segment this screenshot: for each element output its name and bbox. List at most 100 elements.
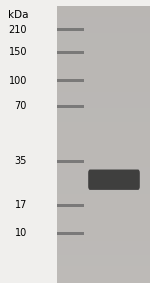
Bar [57,67,150,69]
Bar [57,244,150,247]
Bar [57,20,150,22]
Bar [57,230,150,233]
Bar [57,280,150,283]
Bar [57,83,150,86]
Bar [57,31,150,33]
Bar [57,216,150,219]
Text: 100: 100 [9,76,27,86]
Bar [57,51,84,54]
Bar [57,42,150,44]
Bar [57,277,150,280]
Bar [57,153,150,155]
Text: 17: 17 [15,200,27,210]
Bar [57,166,150,169]
Bar [57,228,150,230]
Bar [57,222,150,225]
Bar [57,155,150,158]
Bar [57,158,150,161]
Bar [57,14,150,17]
Bar [57,236,150,239]
Bar [57,11,150,14]
Bar [57,36,150,39]
Bar [57,258,150,261]
Bar [57,175,150,178]
Bar [57,33,150,36]
Bar [57,114,150,117]
Bar [57,95,150,97]
Bar [57,53,150,55]
Bar [57,205,150,208]
Bar [57,39,150,42]
Bar [57,252,150,255]
Bar [57,72,150,75]
FancyBboxPatch shape [88,170,140,190]
Bar [57,144,150,147]
Bar [57,119,150,122]
Bar [57,69,150,72]
Bar [57,147,150,150]
Bar [57,92,150,95]
Bar [57,192,150,194]
Bar [57,189,150,192]
Bar [57,233,150,236]
Bar [57,250,150,252]
Bar [57,194,150,197]
Bar [57,204,84,207]
Bar [57,136,150,139]
Bar [57,275,150,277]
Bar [57,261,150,263]
Bar [57,169,150,172]
Bar [57,133,150,136]
Text: 210: 210 [9,25,27,35]
Bar [57,55,150,58]
Text: 70: 70 [15,101,27,111]
Bar [57,44,150,47]
Bar [57,266,150,269]
Bar [57,6,150,283]
Bar [57,117,150,119]
Bar [57,78,150,81]
Bar [57,50,150,53]
Bar [57,197,150,200]
Bar [57,161,150,164]
Bar [57,203,150,205]
Bar [57,28,150,31]
Bar [57,178,150,180]
Bar [57,89,150,92]
Bar [57,17,150,20]
Bar [57,128,150,130]
Bar [57,58,150,61]
Bar [57,106,150,108]
Bar [57,28,84,31]
Bar [57,225,150,228]
Bar [57,150,150,153]
Bar [57,61,150,64]
Bar [57,122,150,125]
Bar [57,164,150,166]
Text: 35: 35 [15,156,27,166]
Bar [57,22,150,25]
Bar [57,6,150,8]
Bar [57,75,150,78]
Bar [57,139,150,142]
Bar [57,255,150,258]
Bar [57,247,150,250]
Bar [57,81,150,83]
Bar [57,269,150,272]
Bar [57,105,84,108]
Bar [57,25,150,28]
Bar [57,239,150,241]
Bar [57,108,150,111]
Bar [57,211,150,214]
Bar [57,263,150,266]
Bar [57,111,150,114]
Bar [57,208,150,211]
Bar [57,125,150,128]
Bar [57,86,150,89]
Bar [57,219,150,222]
Bar [57,142,150,144]
Bar [57,97,150,100]
Text: 150: 150 [9,47,27,57]
Bar [57,272,150,275]
Bar [57,47,150,50]
